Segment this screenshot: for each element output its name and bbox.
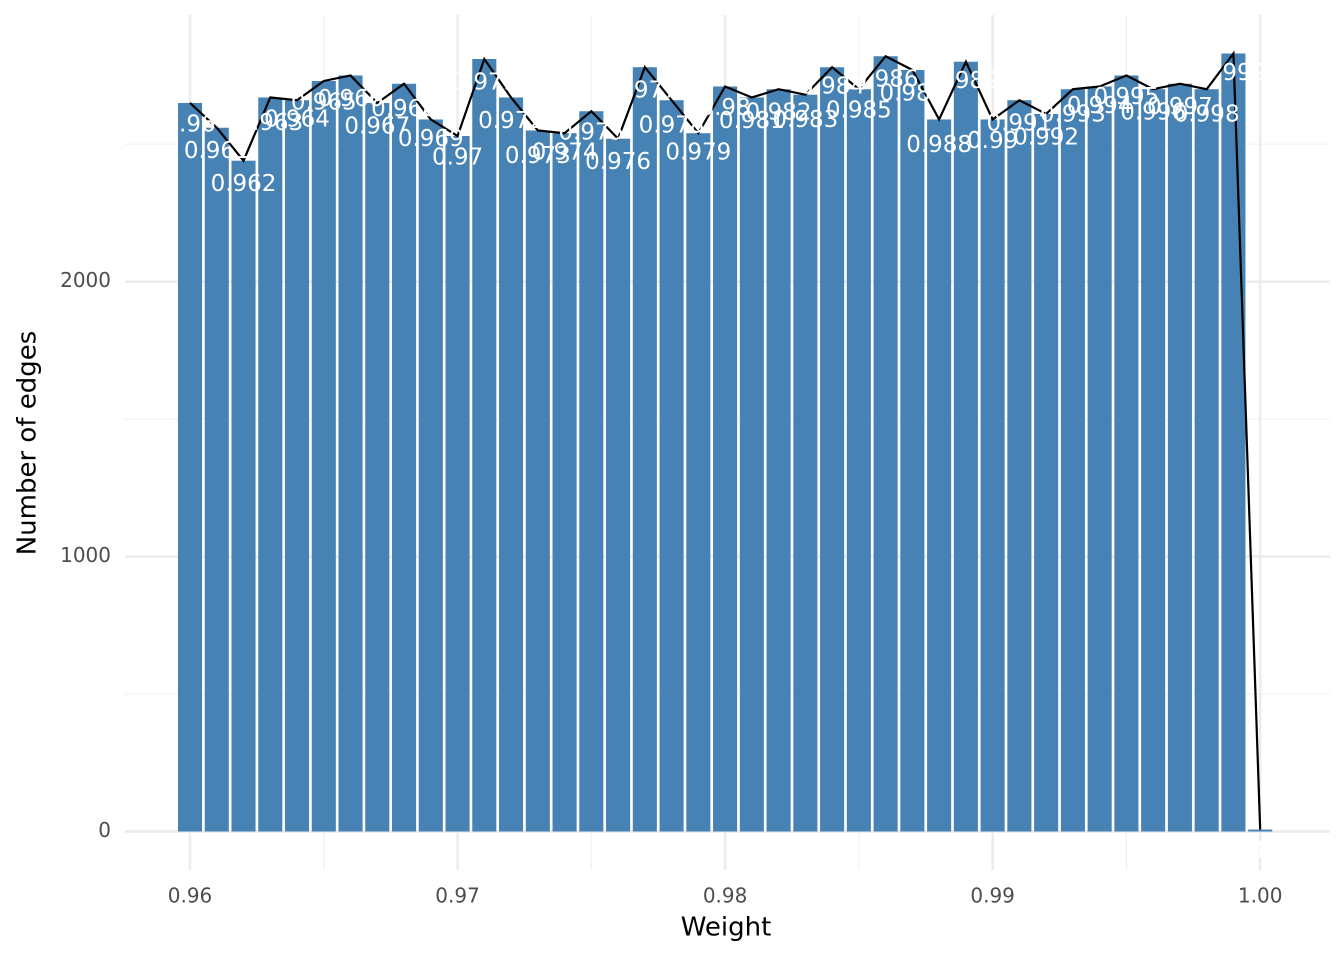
bar: [418, 119, 443, 832]
bar-label: 0.963: [237, 110, 303, 136]
bar: [713, 86, 738, 832]
bar: [793, 94, 818, 832]
bar-label: 0.98: [699, 95, 750, 121]
bar: [820, 67, 845, 832]
bar-label: 0.995: [1093, 84, 1159, 110]
bar-label: 0.971: [451, 69, 517, 95]
bar-label: 0.992: [1013, 124, 1079, 150]
bar: [900, 69, 925, 832]
bar-label: 0.978: [639, 113, 705, 139]
bar-label: 0.977: [612, 78, 678, 104]
bar: [1034, 113, 1059, 832]
bar: [472, 58, 497, 832]
bar: [204, 127, 229, 832]
bar-label: 0.982: [746, 100, 812, 126]
bar-label: 0.97: [432, 144, 483, 170]
bar: [525, 130, 550, 832]
bar-label: 0.989: [933, 68, 999, 94]
bar: [1087, 86, 1112, 832]
x-axis-title: Weight: [681, 913, 772, 943]
bar-label: 0.994: [1067, 93, 1133, 119]
bar-label: 0.964: [264, 107, 330, 133]
x-tick-label: 0.98: [703, 884, 748, 908]
bar-label: 0.975: [558, 120, 624, 146]
bar: [311, 80, 336, 832]
bar-label: 0.96: [164, 111, 215, 137]
bar-label: 0.999: [1200, 60, 1266, 86]
bar: [632, 67, 657, 832]
bar-label: 0.967: [344, 113, 410, 139]
bar-label: 0.986: [853, 67, 919, 93]
bar: [338, 75, 363, 832]
bar: [873, 56, 898, 832]
bar: [499, 97, 524, 832]
bar: [980, 119, 1005, 832]
bar: [846, 89, 871, 832]
x-tick-label: 0.96: [168, 884, 213, 908]
bar-label: 0.961: [184, 138, 250, 164]
bar: [258, 97, 283, 832]
bar-label: 0.974: [532, 140, 598, 166]
bar: [927, 119, 952, 832]
bar-label: 1: [1253, 838, 1268, 864]
bar: [365, 102, 390, 832]
bar: [686, 133, 711, 832]
bar: [579, 111, 604, 832]
bar: [659, 100, 684, 832]
y-axis-title: Number of edges: [13, 331, 43, 556]
bar-label: 0.997: [1147, 94, 1213, 120]
y-tick-label: 0: [98, 818, 111, 842]
bar-label: 0.984: [799, 74, 865, 100]
bar-label: 0.993: [1040, 102, 1106, 128]
bar: [552, 133, 577, 832]
bar: [1114, 75, 1139, 832]
x-tick-label: 0.99: [970, 884, 1015, 908]
bar-label: 0.985: [826, 98, 892, 124]
x-tick-label: 0.97: [435, 884, 480, 908]
bar-label: 0.991: [986, 111, 1052, 137]
bar-label: 0.965: [291, 89, 357, 115]
bar: [284, 100, 310, 832]
bar-label: 0.983: [772, 107, 838, 133]
bar: [1248, 829, 1273, 832]
bar: [1194, 89, 1219, 832]
bar-label: 0.968: [371, 96, 437, 122]
bar-label: 0.996: [1120, 100, 1186, 126]
bar-label: 0.969: [398, 126, 464, 152]
bar: [739, 97, 764, 832]
bar: [231, 160, 256, 832]
bar-label: 0.981: [719, 108, 785, 134]
x-tick-label: 1.00: [1238, 884, 1283, 908]
trend-line: [189, 50, 1262, 830]
bar: [1221, 53, 1246, 832]
bar: [766, 89, 791, 832]
bar-label: 0.976: [585, 149, 651, 175]
bar: [392, 83, 417, 832]
bar-label: 0.973: [505, 143, 571, 169]
bar-label: 0.966: [318, 86, 384, 112]
y-tick-label: 1000: [60, 543, 111, 567]
bar-label: 0.99: [967, 128, 1018, 154]
bar: [445, 135, 470, 832]
bar: [1060, 89, 1085, 832]
bar: [606, 138, 631, 832]
bar-label: 0.962: [211, 171, 277, 197]
bar: [177, 102, 203, 832]
bar: [1141, 89, 1166, 832]
bar: [953, 61, 978, 832]
y-tick-label: 2000: [60, 268, 111, 292]
bar: [1007, 100, 1032, 832]
bar-label: 0.979: [665, 140, 731, 166]
bar-label: 0.988: [906, 132, 972, 158]
bar-label: 0.972: [478, 108, 544, 134]
bar-label: 0.987: [879, 80, 945, 106]
bar-label: 0.998: [1174, 102, 1240, 128]
bar: [1167, 83, 1192, 832]
